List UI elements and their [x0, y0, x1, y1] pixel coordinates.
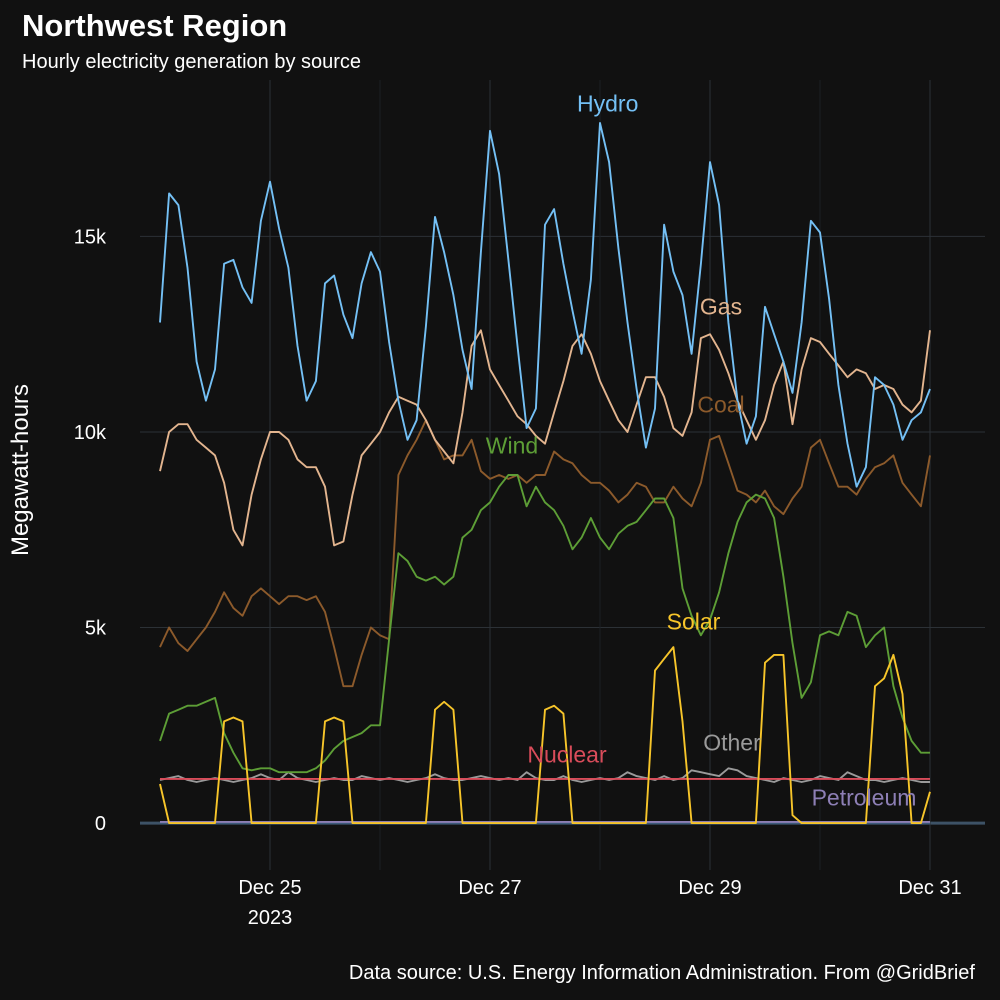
series-line-wind	[159, 474, 930, 774]
y-tick-label: 5k	[85, 618, 107, 640]
axis-ticks: 0 5k 10k 15k Dec 25 2023 Dec 27 Dec 29 Dec 31	[74, 226, 962, 929]
data-source-caption: Data source: U.S. Energy Information Adm…	[348, 962, 975, 984]
series-label-solar: Solar	[667, 608, 721, 634]
series-labels: Hydro Gas Coal Wind Solar Nuclear Other Petrole…	[486, 90, 917, 810]
series-label-nuclear: Nuclear	[527, 741, 607, 767]
y-tick-label: 15k	[74, 226, 107, 248]
x-tick-label: Dec 25	[238, 877, 301, 899]
chart-title: Northwest Region	[22, 8, 288, 43]
series-line-gas	[159, 329, 931, 547]
series-label-gas: Gas	[700, 294, 742, 320]
x-tick-label: Dec 31	[898, 877, 961, 899]
series-line-solar	[159, 646, 931, 825]
y-tick-label: 0	[95, 813, 106, 835]
series-line-coal	[159, 419, 931, 688]
series-label-petroleum: Petroleum	[812, 784, 917, 810]
y-tick-label: 10k	[74, 422, 107, 444]
series-label-coal: Coal	[697, 391, 744, 417]
y-axis-label: Megawatt-hours	[7, 384, 34, 556]
series-label-hydro: Hydro	[577, 90, 638, 116]
x-tick-sublabel: 2023	[248, 907, 293, 929]
series-lines	[159, 122, 931, 825]
series-line-hydro	[159, 122, 931, 488]
x-tick-label: Dec 29	[678, 877, 741, 899]
series-label-wind: Wind	[486, 432, 538, 458]
series-label-other: Other	[703, 730, 761, 756]
x-tick-label: Dec 27	[458, 877, 521, 899]
chart-subtitle: Hourly electricity generation by source	[22, 51, 362, 73]
